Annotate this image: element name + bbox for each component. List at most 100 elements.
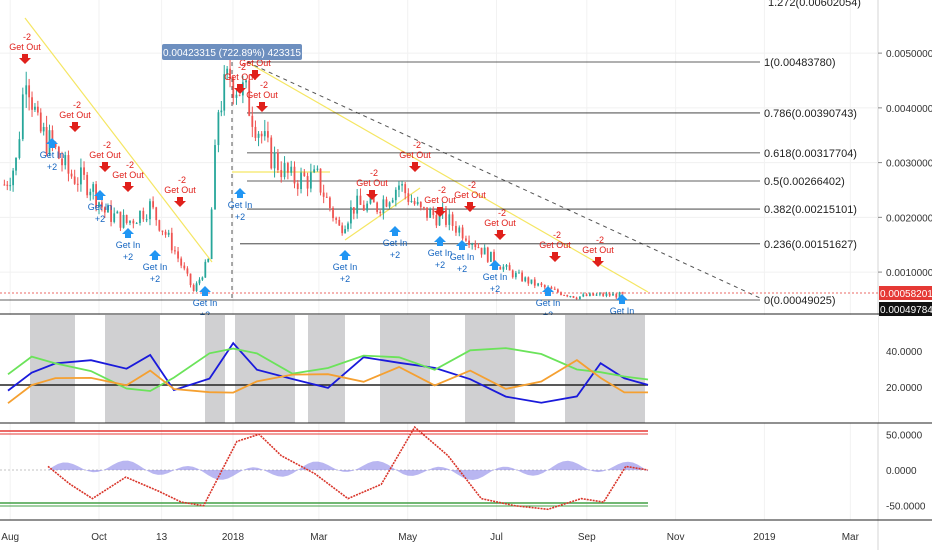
candle-body <box>511 270 514 278</box>
candle-body <box>579 296 581 299</box>
indicator2-tick-label: -50.0000 <box>886 502 926 513</box>
candle-body <box>480 247 483 255</box>
shaded-band <box>105 315 160 423</box>
sell-signal-label: Get Out <box>59 110 91 120</box>
candle-body <box>276 152 279 170</box>
candle-body <box>493 251 495 264</box>
candle-body <box>560 292 562 295</box>
candle-body <box>18 139 21 158</box>
time-tick-label: Oct <box>91 532 107 543</box>
candle-body <box>344 229 346 234</box>
candle-body <box>198 279 201 284</box>
time-tick-label: 2018 <box>222 532 245 543</box>
candle-body <box>177 251 179 259</box>
candle-body <box>174 250 176 252</box>
candle-body <box>229 68 231 79</box>
buy-signal-label: Get In <box>610 306 635 316</box>
candle-body <box>347 223 349 230</box>
candle-body <box>293 166 296 184</box>
buy-qty-label: +2 <box>47 162 57 172</box>
buy-arrow-icon <box>489 260 501 270</box>
candle-body <box>183 265 186 269</box>
sell-signal-label: Get Out <box>582 245 614 255</box>
candle-body <box>426 207 428 218</box>
sell-arrow-icon <box>592 257 604 267</box>
candle-body <box>139 210 141 224</box>
candle-body <box>416 201 419 205</box>
indicator-pane-1[interactable] <box>0 313 932 423</box>
sell-qty-label: -2 <box>468 180 476 190</box>
candle-body <box>80 167 82 185</box>
fib-label: 0.786(0.00390743) <box>764 108 857 120</box>
candle-body <box>296 183 299 190</box>
candle-body <box>341 225 344 234</box>
buy-arrow-icon <box>46 138 58 148</box>
sell-arrow-icon <box>249 70 261 80</box>
candle-body <box>161 230 164 232</box>
fibonacci-retracement[interactable]: 1(0.00483780) 0.786(0.00390743) 0.618(0.00… <box>0 57 857 307</box>
sell-signal-label: Get Out <box>484 218 516 228</box>
candle-body <box>31 97 33 110</box>
sell-signal-label: Get Out <box>89 150 121 160</box>
sell-qty-label: -2 <box>23 32 31 42</box>
candle-body <box>73 176 76 184</box>
candle-body <box>57 146 60 159</box>
sell-qty-label: -2 <box>596 235 604 245</box>
candle-body <box>76 183 79 185</box>
candle-body <box>527 277 530 284</box>
sell-arrow-icon <box>549 252 561 262</box>
candle-body <box>135 223 138 225</box>
buy-arrow-icon <box>434 236 446 246</box>
candle-body <box>423 207 425 209</box>
candle-body <box>524 277 527 282</box>
candle-body <box>101 202 103 208</box>
candle-body <box>461 227 464 239</box>
indicator2-tick-label: 50.0000 <box>886 430 923 441</box>
candle-body <box>514 272 517 278</box>
sell-signal-label: Get Out <box>112 170 144 180</box>
candle-body <box>45 126 48 154</box>
buy-qty-label: +2 <box>435 260 445 270</box>
candle-body <box>335 218 338 220</box>
indicator-pane-2[interactable] <box>0 422 932 521</box>
candle-body <box>376 202 379 212</box>
candle-body <box>263 131 266 137</box>
candle-body <box>251 115 254 127</box>
buy-arrow-icon <box>339 250 351 260</box>
candle-body <box>518 272 520 274</box>
candle-body <box>325 196 328 198</box>
buy-qty-label: +2 <box>490 284 500 294</box>
candle-body <box>129 220 131 223</box>
candle-body <box>530 279 533 284</box>
sell-qty-label: -2 <box>238 62 246 72</box>
candle-body <box>615 293 618 298</box>
candle-body <box>621 292 624 294</box>
candle-body <box>445 208 447 225</box>
candle-body <box>39 112 42 132</box>
candle-body <box>300 172 302 190</box>
fib-zero-tag-label: 0.00049784 <box>880 305 932 316</box>
buy-qty-label: +2 <box>150 274 160 284</box>
trend-line-dashed <box>246 61 761 299</box>
sell-signal-label: Get Out <box>356 178 388 188</box>
buy-arrow-icon <box>149 250 161 260</box>
candle-body <box>379 211 382 214</box>
candle-body <box>602 293 605 296</box>
candle-body <box>158 220 161 231</box>
candle-body <box>28 85 31 98</box>
sell-arrow-icon <box>256 102 268 112</box>
sell-signal-label: Get Out <box>424 195 456 205</box>
candle-body <box>612 293 614 296</box>
buy-qty-label: +2 <box>123 252 133 262</box>
price-pane[interactable] <box>0 0 878 314</box>
candle-body <box>280 169 283 178</box>
buy-arrow-icon <box>234 188 246 198</box>
candle-body <box>86 174 89 196</box>
time-axis[interactable]: Aug Oct 13 2018 Mar May Jul Sep Nov 2019 Mar <box>1 532 859 543</box>
candle-body <box>605 293 608 296</box>
shaded-band <box>235 315 295 423</box>
candle-body <box>186 268 189 274</box>
